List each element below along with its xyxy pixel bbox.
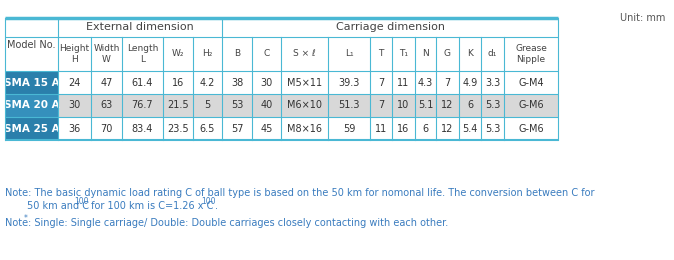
Text: G: G <box>444 49 451 58</box>
Text: Note: Note <box>5 218 28 228</box>
Text: Width
W: Width W <box>93 44 120 64</box>
Text: Length
L: Length L <box>127 44 158 64</box>
Text: 5.3: 5.3 <box>485 124 500 133</box>
Bar <box>58 71 558 94</box>
Text: 57: 57 <box>231 124 243 133</box>
Bar <box>58 117 558 140</box>
Text: SMA 25 A: SMA 25 A <box>3 124 59 133</box>
Text: 30: 30 <box>68 101 81 110</box>
Text: 4.2: 4.2 <box>200 77 215 88</box>
Text: N: N <box>422 49 429 58</box>
Text: 5: 5 <box>204 101 210 110</box>
Text: G-M4: G-M4 <box>518 77 544 88</box>
Text: *: * <box>24 214 28 223</box>
Text: L₁: L₁ <box>344 49 353 58</box>
Text: 38: 38 <box>231 77 243 88</box>
Text: Height
H: Height H <box>59 44 90 64</box>
Text: 59: 59 <box>343 124 355 133</box>
Text: 3.3: 3.3 <box>485 77 500 88</box>
Text: 61.4: 61.4 <box>132 77 153 88</box>
Text: T: T <box>378 49 384 58</box>
Text: K: K <box>467 49 473 58</box>
Text: 6: 6 <box>423 124 429 133</box>
Text: G-M6: G-M6 <box>518 101 544 110</box>
Text: H₂: H₂ <box>202 49 213 58</box>
Text: : Single: Single carriage/ Double: Double carriages closely contacting with each: : Single: Single carriage/ Double: Doubl… <box>28 218 448 228</box>
Text: Note: The basic dynamic load rating C of ball type is based on the 50 km for nom: Note: The basic dynamic load rating C of… <box>5 188 594 198</box>
Text: 5.4: 5.4 <box>462 124 478 133</box>
Text: 63: 63 <box>100 101 113 110</box>
Text: 47: 47 <box>100 77 113 88</box>
Text: 7: 7 <box>378 101 384 110</box>
Text: 36: 36 <box>68 124 81 133</box>
Text: 11: 11 <box>375 124 387 133</box>
Text: 24: 24 <box>68 77 81 88</box>
Text: 12: 12 <box>441 124 454 133</box>
Text: for 100 km is C=1.26 x C: for 100 km is C=1.26 x C <box>88 201 214 211</box>
Text: C: C <box>264 49 270 58</box>
Bar <box>58 94 558 117</box>
Text: 16: 16 <box>172 77 184 88</box>
Text: 4.9: 4.9 <box>462 77 478 88</box>
Text: External dimension: External dimension <box>86 23 194 32</box>
Text: W₂: W₂ <box>172 49 184 58</box>
Text: 5.1: 5.1 <box>418 101 433 110</box>
Bar <box>5 117 58 140</box>
Text: .: . <box>215 201 218 211</box>
Text: 51.3: 51.3 <box>338 101 360 110</box>
Text: M5×11: M5×11 <box>287 77 322 88</box>
Text: 83.4: 83.4 <box>132 124 153 133</box>
Text: B: B <box>234 49 240 58</box>
Text: 12: 12 <box>441 101 454 110</box>
Text: 100: 100 <box>201 197 216 206</box>
Text: 7: 7 <box>378 77 384 88</box>
Text: 30: 30 <box>260 77 272 88</box>
Text: 100: 100 <box>74 197 88 206</box>
Text: Carriage dimension: Carriage dimension <box>336 23 444 32</box>
Text: 4.3: 4.3 <box>418 77 433 88</box>
Text: 7: 7 <box>444 77 451 88</box>
Text: Model No.: Model No. <box>7 40 56 49</box>
Text: T₁: T₁ <box>399 49 408 58</box>
Text: 16: 16 <box>398 124 410 133</box>
Text: 76.7: 76.7 <box>131 101 153 110</box>
Text: M8×16: M8×16 <box>287 124 322 133</box>
Bar <box>5 94 58 117</box>
Text: 21.5: 21.5 <box>167 101 189 110</box>
Text: 11: 11 <box>398 77 410 88</box>
Text: M6×10: M6×10 <box>287 101 322 110</box>
Text: Grease
Nipple: Grease Nipple <box>515 44 547 64</box>
Text: 10: 10 <box>398 101 410 110</box>
Text: 40: 40 <box>260 101 272 110</box>
Text: S × ℓ: S × ℓ <box>293 49 316 58</box>
Text: d₁: d₁ <box>488 49 497 58</box>
Text: SMA 20 A: SMA 20 A <box>3 101 59 110</box>
Text: 53: 53 <box>231 101 243 110</box>
Text: SMA 15 A: SMA 15 A <box>3 77 59 88</box>
Text: 6.5: 6.5 <box>200 124 215 133</box>
Text: 39.3: 39.3 <box>338 77 360 88</box>
Bar <box>5 18 558 71</box>
Text: Unit: mm: Unit: mm <box>619 13 665 23</box>
Text: 70: 70 <box>100 124 113 133</box>
Text: 23.5: 23.5 <box>167 124 189 133</box>
Bar <box>5 71 58 94</box>
Text: 6: 6 <box>467 101 473 110</box>
Text: 45: 45 <box>260 124 273 133</box>
Text: G-M6: G-M6 <box>518 124 544 133</box>
Text: 50 km and C: 50 km and C <box>27 201 89 211</box>
Text: 5.3: 5.3 <box>485 101 500 110</box>
